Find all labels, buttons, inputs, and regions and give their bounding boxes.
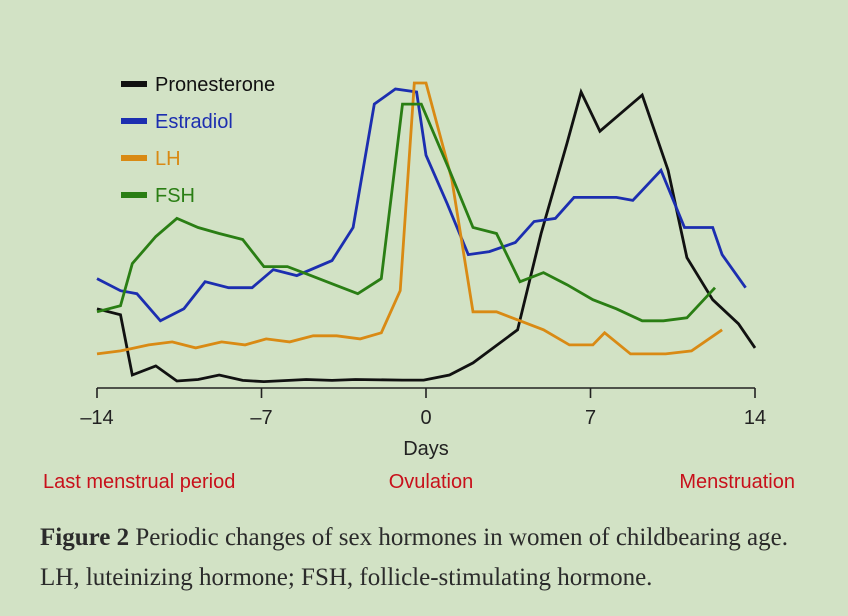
series-line-lh (96, 81, 723, 356)
x-tick-label: –14 (80, 407, 113, 429)
caption-text: Periodic changes of sex hormones in wome… (40, 524, 788, 591)
series-line-fsh (96, 102, 717, 323)
figure-label: Figure 2 (40, 524, 130, 551)
x-tick-label: 14 (744, 407, 766, 429)
phase-label-last-menstrual-period: Last menstrual period (43, 471, 235, 493)
legend-swatch-pronesterone (121, 81, 147, 87)
x-tick-label: 0 (420, 407, 431, 429)
legend-swatch-lh (121, 155, 147, 161)
x-tick-label: 7 (585, 407, 596, 429)
hormone-line-chart: –14 –7 0 7 14 Days Pronesterone Estradiol LH FS… (43, 74, 795, 493)
legend: Pronesterone Estradiol LH FSH (121, 74, 275, 207)
figure-caption: Figure 2 Periodic changes of sex hormone… (40, 518, 820, 598)
legend-swatch-estradiol (121, 118, 147, 124)
series-line-estradiol (96, 87, 747, 323)
x-axis-tick-labels: –14 –7 0 7 14 (80, 407, 766, 429)
legend-label-estradiol: Estradiol (155, 111, 233, 133)
legend-label-lh: LH (155, 148, 181, 170)
series-line-pronesterone (96, 88, 757, 384)
legend-label-fsh: FSH (155, 185, 195, 207)
legend-label-pronesterone: Pronesterone (155, 74, 275, 96)
phase-label-ovulation: Ovulation (389, 471, 474, 493)
x-tick-label: –7 (250, 407, 272, 429)
x-axis-ticks (96, 388, 756, 398)
x-axis-label: Days (403, 438, 449, 460)
legend-swatch-fsh (121, 192, 147, 198)
phase-labels: Last menstrual period Ovulation Menstruati… (43, 471, 795, 493)
phase-label-menstruation: Menstruation (679, 471, 795, 493)
series-lines (96, 81, 757, 384)
